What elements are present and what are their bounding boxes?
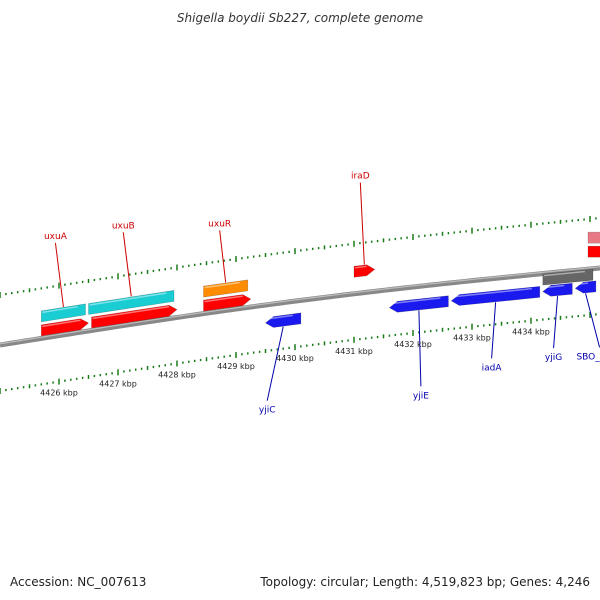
gene-uxuA bbox=[40, 303, 86, 323]
gene-iraD bbox=[353, 264, 376, 278]
gene-label-yjiG: yjiG bbox=[545, 353, 562, 363]
cds-feature bbox=[40, 318, 90, 337]
gene-uxuA-highlight bbox=[42, 305, 78, 314]
gene-uxuR bbox=[203, 279, 249, 298]
gene-yjiG-highlight bbox=[543, 284, 565, 289]
tick-labels: 4426 kbp 4427 kbp 4428 kbp 4429 kbp 4430 kbp… bbox=[40, 328, 550, 398]
gene-leader-line bbox=[359, 182, 365, 265]
gene-yjiE bbox=[388, 295, 449, 313]
partial-feature bbox=[587, 245, 600, 258]
gene-features bbox=[40, 231, 600, 337]
gene-leader-line bbox=[266, 326, 284, 401]
gene-yjiC-highlight bbox=[266, 314, 294, 320]
gene-uxuB bbox=[88, 290, 175, 315]
cds-feature-highlight bbox=[92, 305, 170, 320]
gene-leader-line bbox=[418, 310, 422, 387]
tick-label: 4426 kbp bbox=[40, 389, 78, 398]
genome-backbone bbox=[0, 265, 600, 348]
gene-label-uxuA: uxuA bbox=[44, 232, 68, 242]
gene-label-yjiC: yjiC bbox=[259, 406, 276, 416]
gene-leader-line bbox=[219, 230, 227, 283]
map-title: Shigella boydii Sb227, complete genome bbox=[177, 11, 423, 25]
tick-label: 4430 kbp bbox=[276, 354, 314, 363]
genome-backbone-highlight bbox=[0, 266, 600, 345]
gene-iadA bbox=[450, 286, 541, 306]
gene-iadA-highlight bbox=[452, 287, 532, 298]
gene-label-uxuR: uxuR bbox=[208, 219, 231, 229]
gene-label-uxuB: uxuB bbox=[112, 221, 135, 231]
gene-leader-line bbox=[54, 242, 64, 307]
cds-feature bbox=[203, 294, 252, 312]
gene-label-iraD: iraD bbox=[351, 172, 370, 182]
gene-SBO_4381-highlight bbox=[576, 282, 588, 286]
tick-label: 4433 kbp bbox=[453, 334, 491, 343]
partial-feature bbox=[587, 231, 600, 244]
gene-yjiG bbox=[542, 282, 573, 297]
tick-label: 4432 kbp bbox=[394, 340, 432, 349]
gene-label-yjiE: yjiE bbox=[413, 391, 429, 401]
gene-label-SBO_4381: SBO_4381 bbox=[576, 352, 600, 362]
gene-uxuR-highlight bbox=[204, 281, 240, 289]
gene-yjiE-highlight bbox=[390, 297, 441, 305]
gene-SBO_4381 bbox=[574, 280, 597, 294]
tick-label: 4431 kbp bbox=[335, 347, 373, 356]
gene-label-iadA: iadA bbox=[482, 363, 503, 373]
accession-text: Accession: NC_007613 bbox=[10, 575, 146, 589]
cds-feature-highlight bbox=[204, 295, 243, 303]
gene-leader-line bbox=[585, 293, 600, 348]
gene-yjiC bbox=[264, 312, 302, 328]
lower-tick-track bbox=[0, 311, 597, 394]
tick-label: 4428 kbp bbox=[158, 370, 196, 379]
cds-feature bbox=[91, 304, 178, 329]
gene-uxuB-highlight bbox=[89, 292, 167, 306]
gene-labels: uxuA uxuB uxuR iraD yjiC yjiE iadA yjiG SBO_4381 bbox=[44, 172, 600, 416]
upper-tick-track bbox=[0, 215, 597, 298]
tick-label: 4427 kbp bbox=[99, 379, 137, 388]
gene-leader-line bbox=[553, 296, 559, 349]
tick-label: 4434 kbp bbox=[512, 328, 550, 337]
gene-leader-line bbox=[122, 232, 132, 297]
topology-summary: Topology: circular; Length: 4,519,823 bp… bbox=[259, 575, 590, 589]
cds-feature-highlight bbox=[42, 319, 81, 328]
gene-leader-line bbox=[491, 302, 497, 359]
cds-feature bbox=[542, 268, 594, 286]
gene-iraD-highlight bbox=[354, 265, 367, 269]
tick-label: 4429 kbp bbox=[217, 362, 255, 371]
cds-feature-highlight bbox=[543, 270, 586, 277]
